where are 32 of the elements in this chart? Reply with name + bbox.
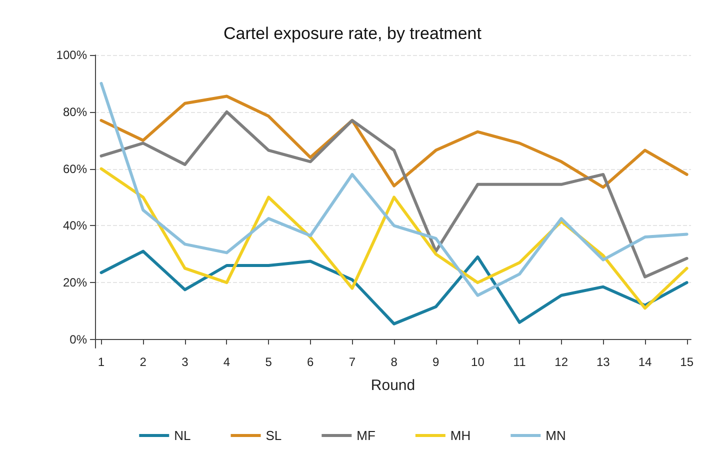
legend-label: MH — [450, 428, 471, 443]
y-tick-label: 20% — [62, 276, 88, 290]
line-series — [100, 94, 688, 189]
y-tick-label: 60% — [62, 162, 88, 176]
x-tick-label: 7 — [348, 355, 356, 369]
line-series — [100, 82, 688, 297]
chart-title: Cartel exposure rate, by treatment — [224, 24, 482, 43]
legend-label: SL — [266, 428, 282, 443]
y-tick-label: 0% — [70, 332, 88, 346]
x-tick-label: 5 — [265, 355, 272, 369]
x-tick-label: 10 — [471, 355, 485, 369]
y-tick-label: 40% — [62, 218, 88, 233]
x-tick-label: 3 — [182, 355, 189, 369]
y-tick-label: 100% — [56, 48, 88, 62]
x-tick-label: 11 — [513, 355, 526, 369]
x-tick-label: 1 — [98, 355, 105, 369]
x-tick-label: 14 — [638, 355, 652, 369]
x-tick-label: 13 — [596, 355, 610, 369]
y-tick-label: 80% — [62, 104, 88, 119]
x-tick-label: 12 — [554, 355, 568, 369]
legend-label: MN — [546, 428, 566, 443]
x-tick-label: 6 — [307, 355, 314, 369]
x-tick-label: 9 — [432, 355, 440, 369]
legend-label: MF — [356, 428, 376, 443]
x-axis-title: Round — [370, 377, 416, 394]
x-tick-label: 2 — [140, 355, 147, 369]
x-tick-label: 4 — [223, 355, 230, 369]
line-series — [100, 250, 688, 326]
line-series — [100, 110, 688, 278]
x-tick-label: 8 — [390, 355, 398, 369]
x-tick-label: 15 — [680, 355, 694, 369]
legend-label: NL — [174, 428, 191, 443]
